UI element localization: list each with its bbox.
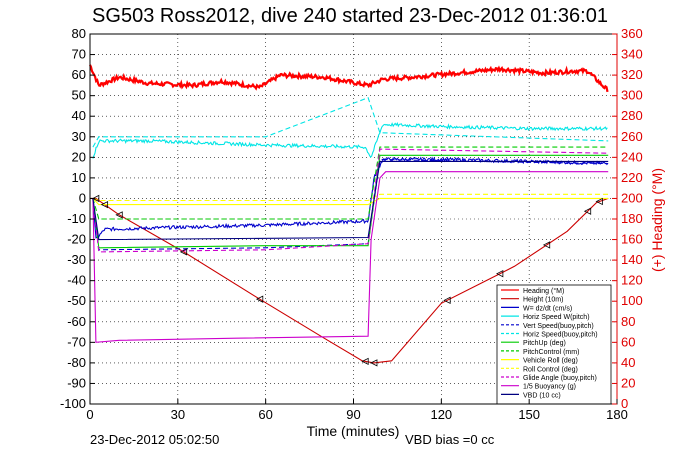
series-line-0 xyxy=(89,64,609,93)
legend-label: Glide Angle (buoy,pitch) xyxy=(523,375,597,382)
y2-tick-label: 120 xyxy=(621,273,643,288)
height-marker xyxy=(583,207,592,215)
y2-tick-label: 360 xyxy=(621,26,643,41)
y-tick-label: -40 xyxy=(67,273,86,288)
x-tick-label: 90 xyxy=(346,407,360,422)
y2-tick-label: 340 xyxy=(621,47,643,62)
height-marker xyxy=(595,197,603,206)
legend-label: Roll Control (deg) xyxy=(523,366,578,373)
legend: Heading (°M) Height (10m)W= dz/dt (cm/s) H… xyxy=(496,284,612,405)
height-marker xyxy=(115,211,123,219)
height-marker xyxy=(370,359,378,367)
y-tick-label: 30 xyxy=(72,129,86,144)
y2-tick-label: 320 xyxy=(621,67,643,82)
y-tick-label: 80 xyxy=(72,26,86,41)
y-tick-label: 40 xyxy=(72,108,86,123)
legend-label: Vehicle Roll (deg) xyxy=(523,358,578,365)
x-tick-label: 30 xyxy=(171,407,185,422)
series-line-8 xyxy=(92,197,609,206)
y2-tick-label: 80 xyxy=(621,314,635,329)
chart-title: SG503 Ross2012, dive 240 started 23-Dec-… xyxy=(92,5,608,27)
y-tick-label: 70 xyxy=(72,47,86,62)
legend-label: W= dz/dt (cm/s) xyxy=(523,305,572,312)
legend-label: Horiz Speed(buoy,pitch) xyxy=(523,332,598,339)
y2-tick-label: 220 xyxy=(621,170,643,185)
height-marker xyxy=(91,194,100,203)
legend-label: PitchControl (mm) xyxy=(523,349,579,356)
y-tick-label: 60 xyxy=(72,67,86,82)
height-marker xyxy=(255,295,264,303)
legend-box xyxy=(496,284,612,405)
series-layer xyxy=(89,64,609,367)
x-axis-label: Time (minutes) xyxy=(307,423,400,439)
height-marker xyxy=(443,296,451,304)
height-marker xyxy=(542,241,551,249)
x-tick-label: 120 xyxy=(430,407,452,422)
legend-label: Heading (°M) xyxy=(523,287,564,295)
y-tick-label: 10 xyxy=(72,170,86,185)
height-marker xyxy=(179,248,188,256)
height-marker xyxy=(361,357,369,365)
x-tick-label: 0 xyxy=(86,407,93,422)
series-line-2 xyxy=(92,156,608,239)
y-tick-label: -80 xyxy=(67,355,86,370)
y-tick-label: -30 xyxy=(67,252,86,267)
series-line-5 xyxy=(92,96,609,148)
series-line-3 xyxy=(92,122,608,159)
y2-tick-label: 160 xyxy=(621,232,643,247)
series-line-7 xyxy=(92,146,609,220)
series-line-11 xyxy=(92,171,609,343)
y2-tick-label: 60 xyxy=(621,334,635,349)
legend-label: Horiz Speed W(pitch) xyxy=(523,314,590,321)
y-tick-label: 50 xyxy=(72,88,86,103)
series-line-12 xyxy=(92,160,609,241)
axes: 0 30 60 90 120 150 18080706050403020100-10-20-… xyxy=(60,26,643,422)
y-axis-right-label: (+) Heading (°M) xyxy=(649,168,665,272)
legend-label: VBD (10 cc) xyxy=(523,392,561,399)
series-line-10 xyxy=(92,148,609,253)
y-tick-label: -100 xyxy=(60,396,86,411)
y2-tick-label: 140 xyxy=(621,252,643,267)
y2-tick-label: 260 xyxy=(621,129,643,144)
footer-note: VBD bias =0 cc xyxy=(405,432,495,447)
series-line-6 xyxy=(92,154,609,249)
y2-tick-label: 180 xyxy=(621,211,643,226)
y-tick-label: -10 xyxy=(67,211,86,226)
footer-date: 23-Dec-2012 05:02:50 xyxy=(90,432,219,447)
y-tick-label: -90 xyxy=(67,375,86,390)
legend-label: Vert Speed(buoy,pitch) xyxy=(523,323,594,330)
y2-tick-label: 200 xyxy=(621,190,643,205)
y2-tick-label: 300 xyxy=(621,88,643,103)
height-marker xyxy=(100,200,109,209)
x-tick-label: 180 xyxy=(606,407,628,422)
y-tick-label: -60 xyxy=(67,314,86,329)
y-tick-label: -70 xyxy=(67,334,86,349)
y2-tick-label: 280 xyxy=(621,108,643,123)
y2-tick-label: 40 xyxy=(621,355,635,370)
y-tick-label: -20 xyxy=(67,232,86,247)
x-tick-label: 150 xyxy=(518,407,540,422)
y2-tick-label: 20 xyxy=(621,375,635,390)
legend-label: Height (10m) xyxy=(523,297,563,304)
x-tick-label: 60 xyxy=(258,407,272,422)
y2-tick-label: 240 xyxy=(621,149,643,164)
y-tick-label: -50 xyxy=(67,293,86,308)
legend-label: 1/5 Buoyancy (g) xyxy=(523,384,576,391)
legend-label: PitchUp (deg) xyxy=(523,340,566,347)
y2-tick-label: 0 xyxy=(621,396,628,411)
y-tick-label: 20 xyxy=(72,149,86,164)
y2-tick-label: 100 xyxy=(621,293,643,308)
height-marker xyxy=(495,270,504,278)
y-tick-label: 0 xyxy=(79,190,86,205)
series-line-9 xyxy=(92,193,609,202)
